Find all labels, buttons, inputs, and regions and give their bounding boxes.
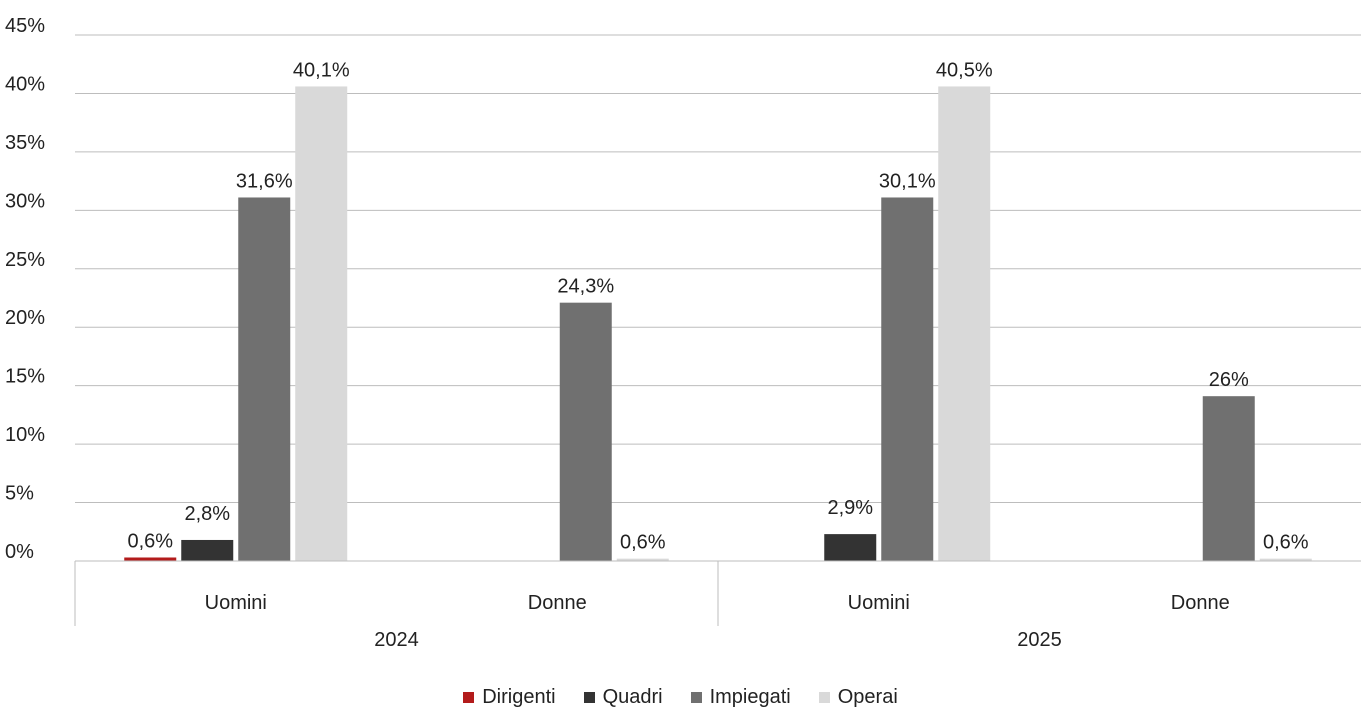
y-tick-label: 5%: [5, 483, 34, 505]
x-axis: Uomini Donne 2024 Uomini Donne 2025: [74, 560, 1361, 651]
y-tick-label: 20%: [5, 307, 45, 329]
legend-swatch: [583, 691, 595, 703]
y-tick-label: 15%: [5, 366, 45, 388]
data-label: 40,5%: [936, 59, 993, 81]
data-label: 30,1%: [879, 170, 936, 192]
legend-item-impiegati: Impiegati: [690, 685, 791, 709]
legend-swatch: [818, 691, 830, 703]
bar-impiegati: [559, 302, 612, 561]
y-axis-tick-labels: 0% 5% 10% 15% 20% 25% 30% 35% 40% 45%: [5, 15, 45, 563]
data-label: 24,3%: [557, 276, 614, 298]
data-label: 0,6%: [127, 530, 173, 552]
bar-impiegati: [881, 197, 934, 561]
y-tick-label: 35%: [5, 132, 45, 154]
data-label: 0,6%: [1263, 532, 1309, 554]
bar-operai: [938, 86, 991, 561]
y-tick-label: 10%: [5, 424, 45, 446]
x-category-label: Donne: [528, 592, 587, 614]
bar-operai: [1259, 558, 1312, 561]
legend-swatch: [463, 691, 475, 703]
legend-label: Dirigenti: [482, 685, 556, 708]
x-category-label: Donne: [1171, 592, 1230, 614]
legend-item-operai: Operai: [818, 685, 898, 709]
data-label: 26%: [1209, 369, 1249, 391]
data-label: 31,6%: [236, 170, 293, 192]
bar-quadri: [824, 534, 877, 561]
y-tick-label: 0%: [5, 541, 34, 563]
bar-impiegati: [238, 197, 291, 561]
x-category-label: Uomini: [205, 592, 267, 614]
legend-item-quadri: Quadri: [583, 685, 663, 709]
legend-swatch: [690, 691, 702, 703]
data-label: 2,8%: [184, 503, 230, 525]
bar-impiegati: [1202, 396, 1255, 561]
bar-quadri: [181, 539, 234, 561]
bar-chart: 0% 5% 10% 15% 20% 25% 30% 35% 40% 45% 0,6% 2,8% 31,…: [5, 15, 1361, 651]
bars: [124, 86, 1312, 561]
y-tick-label: 25%: [5, 249, 45, 271]
x-group-label: 2024: [374, 629, 419, 651]
legend-label: Operai: [837, 685, 898, 708]
y-tick-label: 40%: [5, 73, 45, 95]
data-labels: 0,6% 2,8% 31,6% 40,1% 24,3% 0,6% 2,9% 30,1% 40,5…: [127, 59, 1308, 553]
legend-label: Impiegati: [709, 685, 791, 708]
bar-operai: [616, 558, 669, 561]
bar-dirigenti: [124, 557, 177, 561]
x-group-label: 2025: [1017, 629, 1062, 651]
data-label: 2,9%: [827, 497, 873, 519]
y-tick-label: 45%: [5, 15, 45, 37]
data-label: 0,6%: [620, 532, 666, 554]
legend-item-dirigenti: Dirigenti: [463, 685, 556, 709]
bar-operai: [295, 86, 348, 561]
x-category-label: Uomini: [848, 592, 910, 614]
data-label: 40,1%: [293, 59, 350, 81]
y-tick-label: 30%: [5, 190, 45, 212]
legend-label: Quadri: [602, 685, 663, 708]
legend: Dirigenti Quadri Impiegati Operai: [0, 684, 1361, 710]
